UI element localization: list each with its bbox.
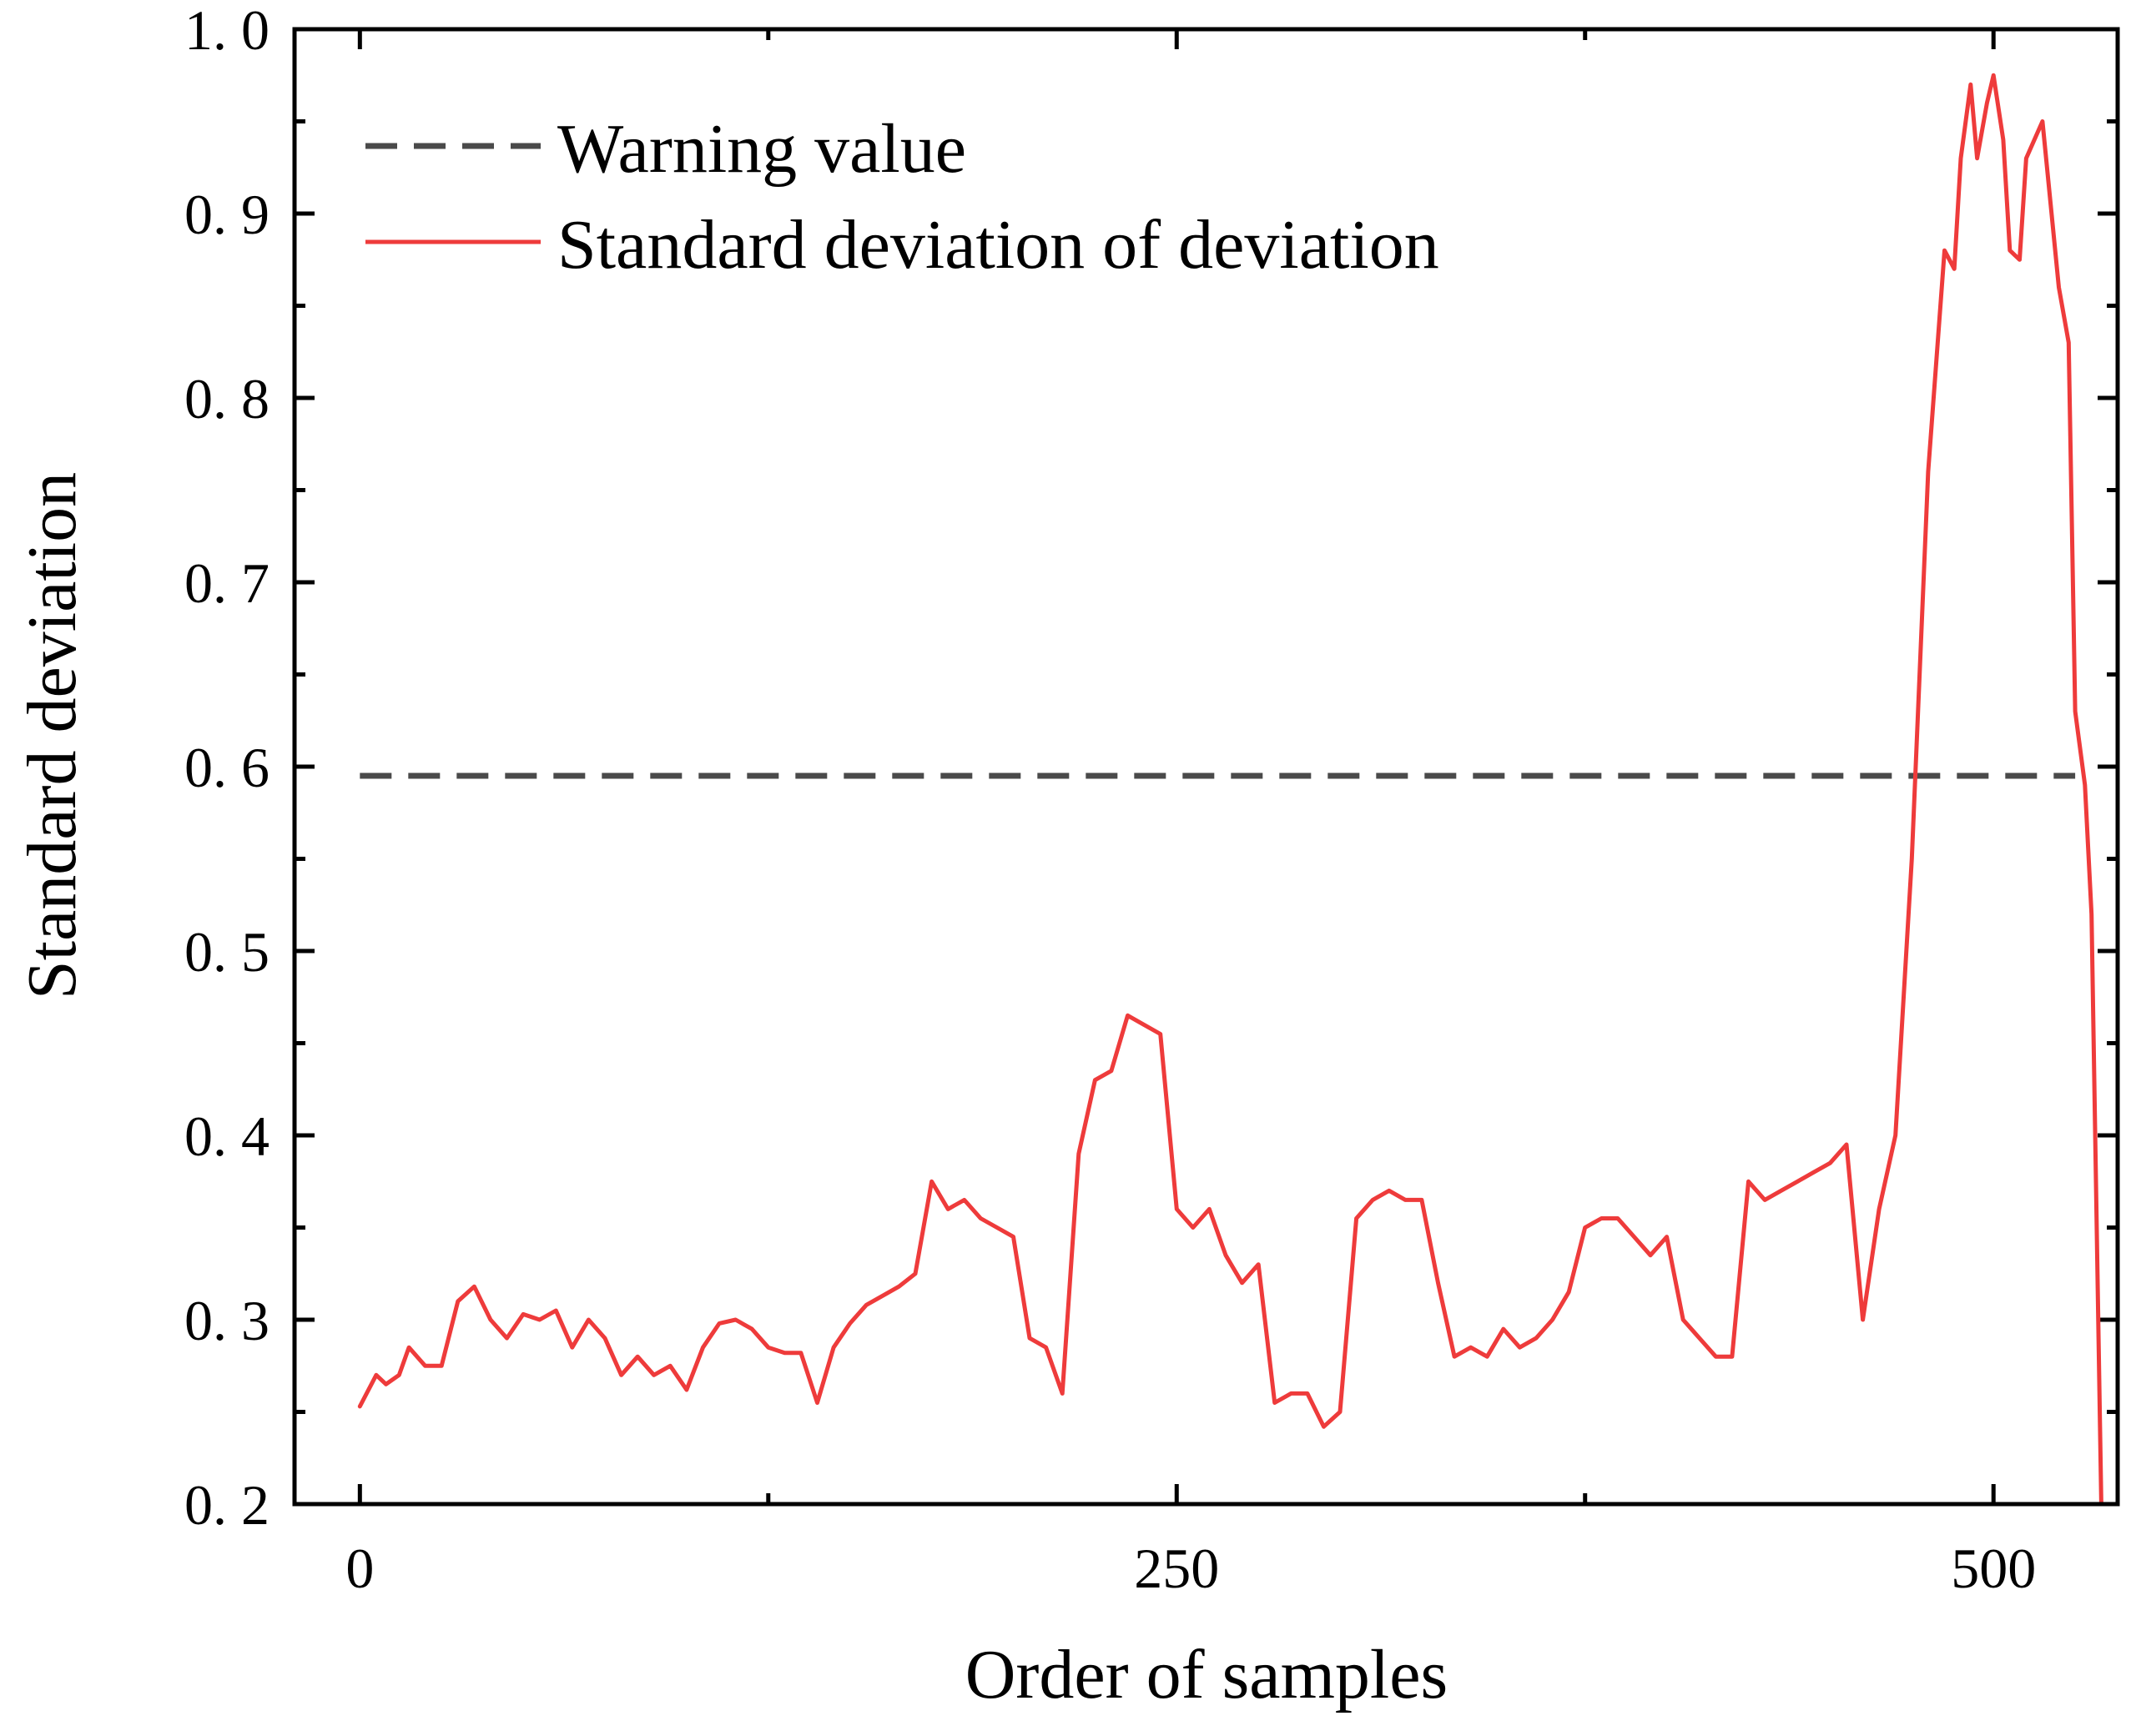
legend-warning-label: Warning value	[557, 110, 966, 188]
series-layer	[357, 73, 2103, 1504]
y-tick-label: 0. 6	[184, 736, 270, 799]
x-tick-label: 250	[1134, 1537, 1219, 1600]
y-tick-label: 1. 0	[184, 0, 270, 62]
y-tick-label: 0. 4	[184, 1104, 270, 1168]
y-tick-label: 0. 5	[184, 920, 270, 984]
x-axis-title: Order of samples	[965, 1636, 1448, 1713]
y-tick-label: 0. 2	[184, 1473, 270, 1537]
deviation-series-line	[357, 73, 2103, 1504]
plot-frame	[292, 27, 2120, 1507]
legend: Warning value Standard deviation of devi…	[365, 110, 1439, 284]
x-tick-label: 0	[345, 1537, 374, 1600]
y-axis-title: Standard deviation	[13, 472, 91, 999]
y-tick-label: 0. 9	[184, 183, 270, 246]
legend-deviation-label: Standard deviation of deviation	[557, 206, 1439, 284]
y-tick-label: 0. 8	[184, 367, 270, 430]
x-tick-label: 500	[1951, 1537, 2036, 1600]
y-tick-label: 0. 7	[184, 551, 270, 615]
y-tick-label: 0. 3	[184, 1289, 270, 1352]
labels-layer: 0. 2 0. 3 0. 4 0. 5 0. 6 0. 7 0. 8 0. 9 1. 0 0 250…	[184, 0, 2036, 1600]
